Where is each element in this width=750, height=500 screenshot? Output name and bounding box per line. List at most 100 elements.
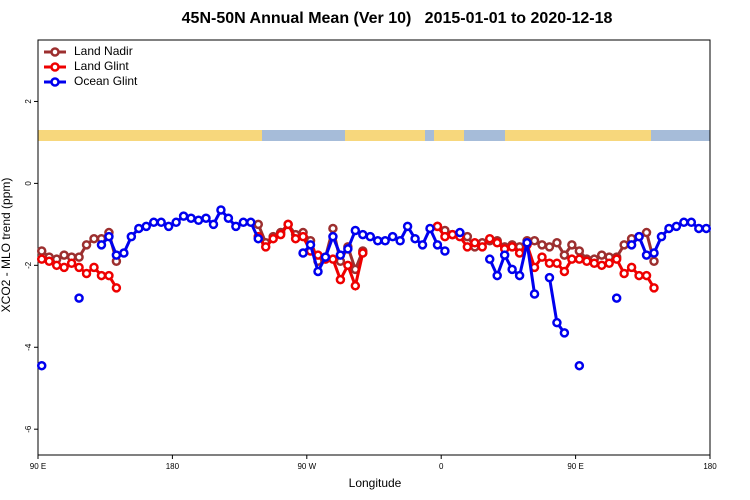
data-point	[59, 250, 69, 260]
x-tick-label: 90 E	[30, 462, 46, 471]
data-point	[343, 260, 353, 271]
plot-frame	[37, 39, 711, 456]
data-point	[328, 254, 338, 264]
x-tick-label: 90 E	[567, 462, 583, 471]
data-point	[36, 254, 47, 264]
data-point	[96, 240, 107, 250]
data-point	[432, 240, 443, 250]
legend-label: Ocean Glint	[74, 74, 138, 88]
data-point	[634, 270, 644, 281]
data-point	[51, 260, 62, 271]
data-point	[335, 274, 346, 285]
data-point	[641, 250, 652, 260]
legend-swatch-marker	[50, 77, 60, 87]
data-point	[44, 256, 54, 266]
data-point	[36, 360, 47, 371]
data-point	[664, 223, 674, 234]
data-point	[507, 264, 517, 275]
data-point	[171, 217, 181, 228]
data-point	[679, 217, 689, 228]
data-point	[358, 229, 368, 240]
data-point	[462, 231, 473, 242]
data-point	[59, 262, 69, 273]
data-point	[104, 270, 114, 281]
data-point	[268, 233, 278, 244]
data-point	[484, 233, 495, 244]
data-point	[514, 248, 525, 258]
x-axis-label: Longitude	[349, 476, 402, 490]
data-point	[440, 246, 450, 256]
data-point	[544, 242, 555, 252]
x-tick-label: 0	[439, 462, 444, 471]
data-point	[552, 317, 562, 328]
data-point	[134, 223, 144, 234]
data-point	[440, 231, 450, 242]
data-point	[238, 217, 249, 228]
data-point	[126, 231, 137, 242]
data-point	[275, 229, 286, 240]
data-point	[298, 248, 308, 258]
data-point	[559, 328, 570, 338]
data-point	[253, 233, 264, 244]
data-point	[552, 258, 562, 269]
data-point	[626, 262, 637, 273]
data-point	[641, 270, 652, 281]
data-point	[343, 244, 353, 254]
x-tick-label: 180	[166, 462, 180, 471]
data-point	[656, 231, 667, 242]
data-point	[328, 223, 338, 234]
data-point	[395, 235, 405, 246]
data-point	[574, 254, 585, 264]
land-strip	[434, 130, 464, 141]
data-point	[417, 240, 428, 250]
data-point	[514, 270, 525, 281]
chart-title: 45N-50N Annual Mean (Ver 10) 2015-01-01 …	[182, 10, 613, 27]
data-point	[358, 248, 368, 258]
data-point	[596, 250, 607, 260]
data-point	[447, 229, 458, 240]
x-tick-label: 180	[703, 462, 717, 471]
land-strip	[345, 130, 425, 141]
data-point	[36, 246, 47, 256]
data-point	[694, 223, 704, 234]
data-point	[529, 289, 540, 299]
land-strip	[38, 130, 262, 141]
data-point	[649, 256, 659, 266]
data-point	[604, 258, 614, 269]
data-point	[231, 221, 241, 232]
data-point	[477, 242, 488, 252]
y-tick-label: 2	[24, 99, 33, 104]
legend-swatch-marker	[50, 47, 60, 57]
data-point	[313, 266, 323, 277]
data-point	[163, 221, 174, 232]
data-point	[641, 227, 652, 238]
data-point	[74, 252, 84, 262]
y-axis-label: XCO2 - MLO trend (ppm)	[0, 178, 13, 313]
data-point	[74, 293, 84, 303]
data-point	[148, 217, 159, 228]
legend-label: Land Glint	[74, 59, 129, 73]
data-point	[320, 252, 331, 262]
data-point	[283, 219, 293, 230]
data-point	[582, 256, 592, 266]
data-point	[589, 258, 600, 269]
data-point	[544, 272, 555, 283]
data-point	[305, 240, 316, 250]
data-point	[649, 283, 659, 293]
data-point	[701, 223, 712, 234]
data-point	[596, 260, 607, 271]
data-point	[111, 250, 122, 260]
data-point	[567, 254, 577, 264]
data-point	[178, 211, 189, 221]
land-strip	[505, 130, 651, 141]
data-point	[537, 240, 547, 250]
data-point	[470, 238, 480, 248]
data-point	[66, 258, 77, 269]
data-point	[380, 235, 390, 246]
data-point	[432, 221, 443, 232]
data-point	[96, 270, 107, 281]
data-point	[410, 233, 420, 244]
y-tick-label: -2	[24, 261, 33, 269]
data-point	[455, 227, 465, 238]
data-point	[89, 233, 99, 244]
